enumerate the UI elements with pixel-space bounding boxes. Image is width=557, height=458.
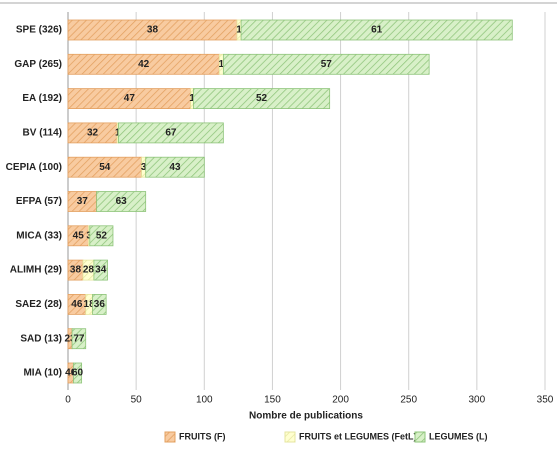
segment-label: 54: [99, 162, 111, 173]
y-tick-label: BV (114): [23, 128, 62, 139]
y-tick-label: SPE (326): [16, 25, 62, 36]
segment-label: 67: [165, 128, 177, 139]
y-tick-label: CEPIA (100): [6, 162, 62, 173]
legend-swatch: [284, 431, 296, 443]
bar-segment: [192, 88, 331, 109]
y-tick-label: GAP (265): [14, 59, 62, 70]
segment-label: 37: [77, 196, 89, 207]
segment-label: 46: [71, 299, 83, 310]
bar-segment: [96, 191, 147, 212]
x-tick-label: 150: [264, 395, 281, 406]
x-tick-label: 250: [400, 395, 417, 406]
segment-label: 42: [138, 59, 150, 70]
segment-label: 52: [96, 230, 108, 241]
x-tick-label: 200: [332, 395, 349, 406]
y-tick-label: MICA (33): [16, 230, 62, 241]
bar-segment: [71, 328, 87, 350]
segment-label: 57: [321, 59, 333, 70]
legend-label: FRUITS et LEGUMES (FetL): [299, 431, 417, 441]
segment-label: 1: [115, 128, 121, 139]
segment-label: 45: [73, 230, 85, 241]
y-tick-label: MIA (10): [23, 368, 62, 379]
legend-swatch: [414, 431, 426, 443]
segment-label: 63: [116, 196, 128, 207]
x-tick-label: 300: [469, 395, 486, 406]
segment-label: 38: [70, 265, 82, 276]
segment-label: 40: [65, 368, 77, 379]
segment-label: 28: [83, 265, 95, 276]
segment-label: 43: [169, 162, 181, 173]
legend-label: LEGUMES (L): [429, 431, 488, 441]
x-tick-label: 100: [196, 395, 213, 406]
segment-label: 34: [95, 265, 107, 276]
y-tick-label: ALIMH (29): [10, 265, 62, 276]
bar-segment: [240, 19, 513, 41]
bar-segment: [89, 225, 114, 247]
segment-label: 61: [371, 25, 383, 36]
y-tick-label: EFPA (57): [16, 196, 62, 207]
segment-label: 36: [94, 299, 106, 310]
y-tick-label: EA (192): [22, 93, 62, 104]
x-axis-label: Nombre de publications: [249, 411, 363, 422]
segment-label: 1: [189, 93, 195, 104]
segment-label: 47: [124, 93, 136, 104]
segment-label: 52: [256, 93, 268, 104]
bar-segment: [222, 53, 430, 75]
x-tick-label: 350: [537, 395, 554, 406]
bar-segment: [93, 259, 108, 281]
x-tick-label: 50: [131, 395, 143, 406]
legend-label: FRUITS (F): [179, 431, 226, 441]
segment-label: 77: [73, 333, 85, 344]
segment-label: 60: [72, 368, 84, 379]
segment-label: 1: [236, 25, 242, 36]
segment-label: 23: [64, 333, 76, 344]
segment-label: 3: [86, 230, 92, 241]
y-tick-label: SAE2 (28): [15, 299, 62, 310]
segment-label: 1: [219, 59, 225, 70]
segment-label: 32: [87, 128, 99, 139]
segment-label: 3: [141, 162, 147, 173]
bar-segment: [73, 362, 83, 384]
bar-segment: [118, 122, 224, 144]
bar-segment: [92, 293, 107, 315]
y-tick-label: SAD (13): [20, 333, 62, 344]
segment-label: 18: [84, 299, 96, 310]
x-tick-label: 0: [65, 395, 71, 406]
legend-swatch: [164, 431, 176, 443]
bar-segment: [145, 156, 205, 178]
segment-label: 38: [147, 25, 159, 36]
